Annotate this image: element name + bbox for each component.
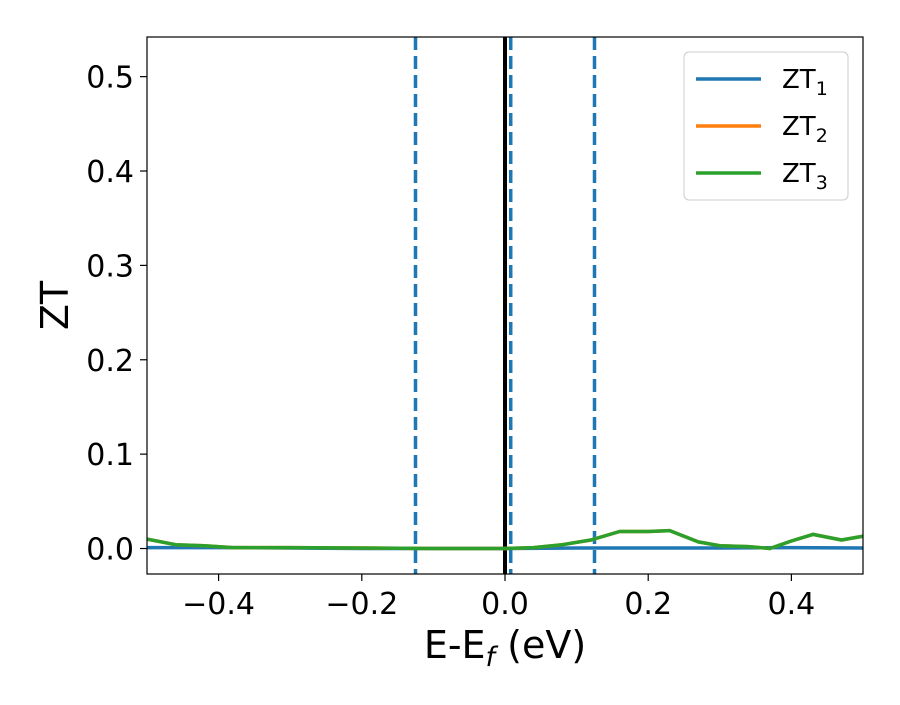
legend-label-zt1: ZT1 <box>782 65 828 100</box>
legend: ZT1 ZT2 ZT3 <box>683 51 849 201</box>
y-tick-label: 0.4 <box>86 155 134 190</box>
x-tick-label: 0.2 <box>624 587 672 622</box>
series-line-zt3 <box>147 528 863 551</box>
x-axis-label: E-Ef (eV) <box>424 623 586 673</box>
y-tick-label: 0.2 <box>86 344 134 379</box>
x-tick-label: 0.4 <box>768 587 816 622</box>
y-axis-label: ZT <box>33 280 77 330</box>
y-tick-label: 0.3 <box>86 249 134 284</box>
legend-label-zt3: ZT3 <box>782 159 828 194</box>
x-tick-label: 0.0 <box>481 587 529 622</box>
y-tick-label: 0.5 <box>86 61 134 96</box>
legend-label-zt2: ZT2 <box>782 112 828 147</box>
x-tick-label: −0.2 <box>325 587 398 622</box>
y-tick-label: 0.1 <box>86 438 134 473</box>
plot-content <box>147 37 863 574</box>
x-tick-label: −0.4 <box>182 587 255 622</box>
y-tick-label: 0.0 <box>86 533 134 568</box>
legend-box <box>683 51 849 201</box>
